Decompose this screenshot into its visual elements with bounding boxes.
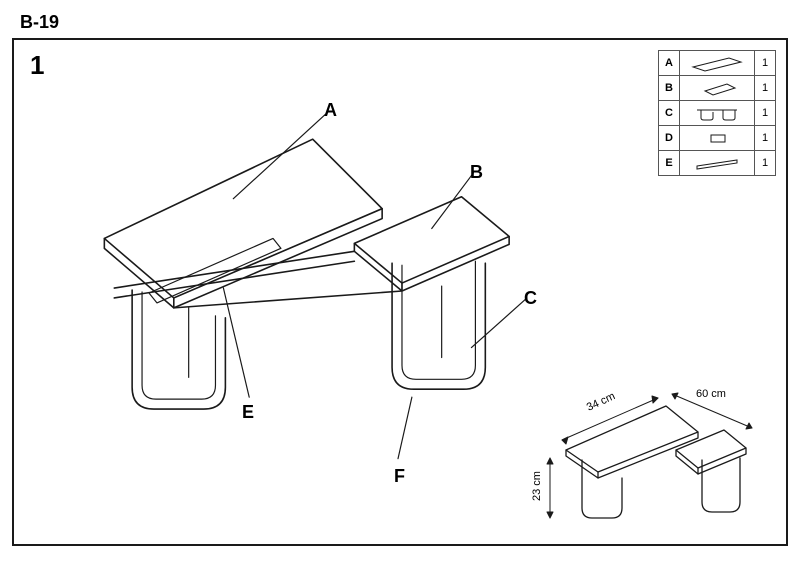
part-c-frame	[114, 251, 485, 409]
dimension-drawing: 60 cm 34 cm 23 cm	[526, 360, 766, 530]
page: B-19 1	[0, 0, 800, 566]
callout-b: B	[470, 162, 483, 183]
panel-large-icon	[680, 51, 755, 76]
callout-f: F	[394, 466, 405, 487]
parts-row-c: C 1	[659, 101, 776, 126]
parts-letter: A	[659, 51, 680, 76]
parts-letter: B	[659, 76, 680, 101]
strip-icon	[680, 151, 755, 176]
parts-qty: 1	[755, 51, 776, 76]
parts-row-b: B 1	[659, 76, 776, 101]
panel-small-icon	[680, 76, 755, 101]
parts-qty: 1	[755, 151, 776, 176]
diagram-frame: 1	[12, 38, 788, 546]
parts-row-d: D 1	[659, 126, 776, 151]
dim-height: 23 cm	[531, 471, 543, 501]
parts-letter: C	[659, 101, 680, 126]
parts-qty: 1	[755, 126, 776, 151]
parts-table: A 1 B 1 C 1 D	[658, 50, 776, 176]
block-icon	[680, 126, 755, 151]
parts-qty: 1	[755, 76, 776, 101]
callout-e: E	[242, 402, 254, 423]
parts-qty: 1	[755, 101, 776, 126]
callout-a: A	[324, 100, 337, 121]
frame-icon	[680, 101, 755, 126]
model-number: B-19	[20, 12, 59, 33]
parts-row-a: A 1	[659, 51, 776, 76]
parts-letter: D	[659, 126, 680, 151]
parts-letter: E	[659, 151, 680, 176]
callout-c: C	[524, 288, 537, 309]
dim-width: 60 cm	[696, 388, 726, 400]
parts-row-e: E 1	[659, 151, 776, 176]
